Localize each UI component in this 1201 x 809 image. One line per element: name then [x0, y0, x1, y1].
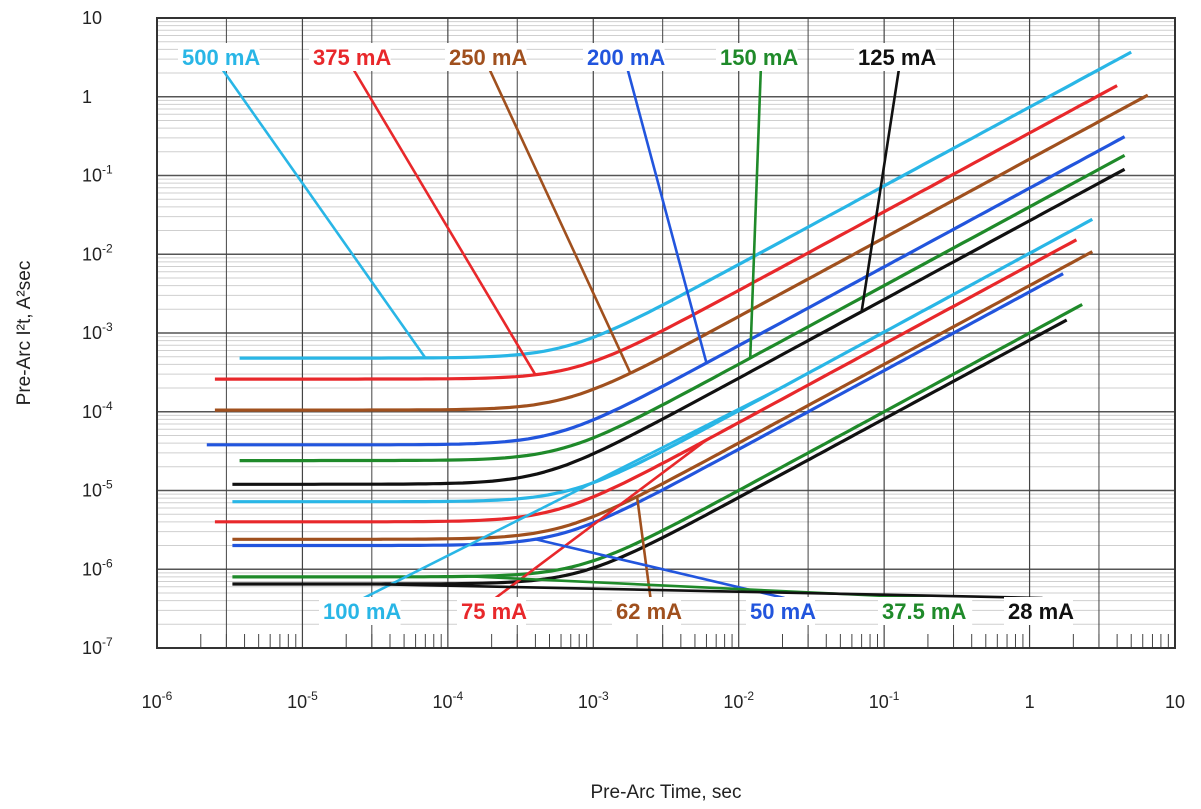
callout-leader-150-ma — [748, 69, 763, 359]
callout-leader-375-ma — [352, 69, 537, 376]
y-tick-label: 10-6 — [82, 556, 113, 579]
tick-labels: 10-7 10-6 10-5 10-4 10-3 10-2 10-1 1 10 10-6 10-5 1… — [82, 8, 1185, 712]
x-tick-label: 10-3 — [578, 689, 609, 712]
series-line-37-5-ma — [232, 303, 1083, 579]
series-line-500-ma — [239, 50, 1132, 360]
callout-leader-100-ma — [363, 385, 784, 600]
plot-frame — [156, 17, 1176, 649]
series-label-200-ma: 200 mA — [587, 45, 665, 70]
y-tick-label: 10-1 — [82, 163, 113, 186]
x-tick-label: 10-6 — [142, 689, 173, 712]
series-line-100-ma — [232, 217, 1094, 504]
y-tick-label: 10-7 — [82, 635, 113, 658]
x-tick-label: 10 — [1165, 692, 1185, 712]
callout-bg-375-ma — [309, 43, 391, 71]
callout-leader-28-ma — [365, 582, 1043, 600]
series-label-50-ma: 50 mA — [750, 599, 816, 624]
callout-leader-250-ma — [488, 69, 632, 374]
callout-bg-500-ma — [178, 43, 260, 71]
x-tick-label: 10-1 — [869, 689, 900, 712]
callout-leader-500-ma — [221, 69, 427, 359]
callout-leader-125-ma — [860, 69, 901, 312]
callout-bg-62-ma — [612, 597, 681, 625]
callout-bg-125-ma — [854, 43, 936, 71]
callout-bg-28-ma — [1004, 597, 1073, 625]
series-line-75-ma — [214, 238, 1078, 524]
y-tick-label: 10-4 — [82, 399, 113, 422]
y-tick-label: 1 — [82, 87, 92, 107]
y-tick-label: 10-5 — [82, 478, 113, 501]
series-line-62-ma — [232, 250, 1094, 541]
y-axis-label: Pre-Arc I²t, A²sec — [14, 261, 35, 406]
callout-bg-37-5-ma — [878, 597, 973, 625]
y-tick-label: 10-2 — [82, 241, 113, 264]
series-line-150-ma — [239, 153, 1126, 463]
callout-leader-200-ma — [626, 69, 708, 364]
y-tick-label: 10 — [82, 8, 102, 28]
callout-bg-150-ma — [716, 43, 798, 71]
series-label-62-ma: 62 mA — [616, 599, 682, 624]
series-label-250-ma: 250 mA — [449, 45, 527, 70]
x-tick-label: 1 — [1025, 692, 1035, 712]
series-callouts: 500 mA 375 mA 250 mA 200 mA 150 mA 125 mA 100 … — [178, 43, 1074, 625]
series-label-28-ma: 28 mA — [1008, 599, 1074, 624]
series-label-100-ma: 100 mA — [323, 599, 401, 624]
x-tick-label: 10-4 — [433, 689, 464, 712]
callout-bg-100-ma — [319, 597, 401, 625]
callout-bg-250-ma — [445, 43, 527, 71]
y-tick-label: 10-3 — [82, 320, 113, 343]
series-line-250-ma — [214, 93, 1149, 412]
series-label-75-ma: 75 mA — [461, 599, 527, 624]
series-line-375-ma — [214, 84, 1118, 381]
series-label-375-ma: 375 mA — [313, 45, 391, 70]
callout-bg-200-ma — [583, 43, 665, 71]
callout-leader-75-ma — [494, 438, 708, 600]
x-axis-label: Pre-Arc Time, sec — [591, 782, 742, 803]
series-label-125-ma: 125 mA — [858, 45, 936, 70]
series-label-150-ma: 150 mA — [720, 45, 798, 70]
series-lines — [206, 50, 1149, 586]
series-label-37-5-ma: 37.5 mA — [882, 599, 966, 624]
series-label-500-ma: 500 mA — [182, 45, 260, 70]
series-line-125-ma — [232, 167, 1126, 486]
callout-bg-50-ma — [746, 597, 815, 625]
callout-leader-62-ma — [635, 496, 652, 599]
x-tick-label: 10-2 — [723, 689, 754, 712]
series-line-50-ma — [232, 272, 1064, 548]
series-line-200-ma — [206, 135, 1126, 447]
x-tick-label: 10-5 — [287, 689, 318, 712]
callout-bg-75-ma — [457, 597, 526, 625]
